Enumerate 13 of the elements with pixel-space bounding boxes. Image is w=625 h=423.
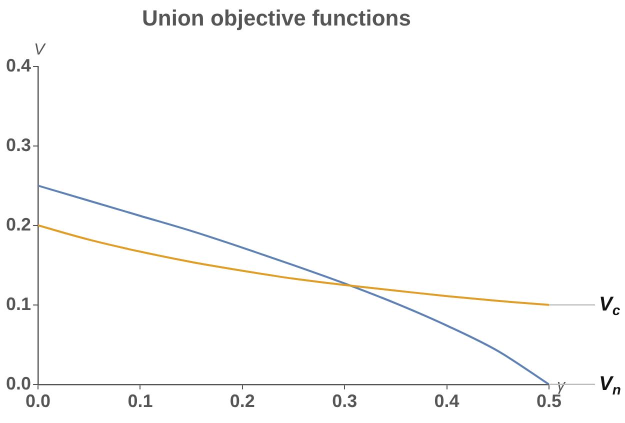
y-tick-label: 0.2 bbox=[6, 214, 32, 234]
y-axis-title: V bbox=[34, 41, 46, 58]
line-series bbox=[38, 224, 549, 306]
y-tick-label: 0.0 bbox=[6, 373, 32, 394]
x-tick-label: 0.4 bbox=[434, 391, 460, 412]
y-tick-label: 0.3 bbox=[6, 134, 32, 155]
x-tick-label: 0.3 bbox=[332, 391, 358, 412]
y-tick-label: 0.4 bbox=[6, 55, 32, 76]
x-tick-label: 0.2 bbox=[230, 391, 255, 412]
x-tick-label: 0.1 bbox=[128, 391, 153, 412]
chart-title: Union objective functions bbox=[142, 5, 411, 30]
y-tick-label: 0.1 bbox=[6, 294, 32, 314]
x-tick-label: 0.0 bbox=[26, 391, 51, 412]
